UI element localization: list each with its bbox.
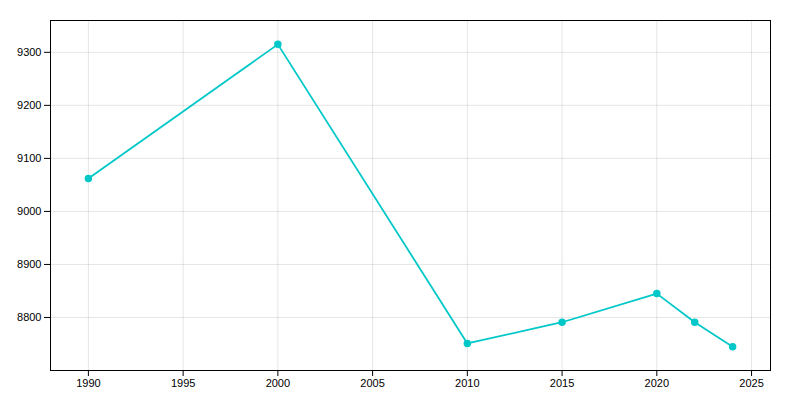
svg-text:2025: 2025 — [739, 377, 763, 389]
svg-text:2005: 2005 — [360, 377, 384, 389]
svg-text:2015: 2015 — [550, 377, 574, 389]
svg-text:9200: 9200 — [17, 99, 41, 111]
svg-text:9300: 9300 — [17, 46, 41, 58]
svg-text:2000: 2000 — [266, 377, 290, 389]
svg-text:1990: 1990 — [76, 377, 100, 389]
svg-text:8900: 8900 — [17, 258, 41, 270]
svg-text:9000: 9000 — [17, 205, 41, 217]
svg-text:2010: 2010 — [455, 377, 479, 389]
svg-text:1995: 1995 — [171, 377, 195, 389]
svg-text:9100: 9100 — [17, 152, 41, 164]
svg-text:8800: 8800 — [17, 311, 41, 323]
svg-text:2020: 2020 — [645, 377, 669, 389]
